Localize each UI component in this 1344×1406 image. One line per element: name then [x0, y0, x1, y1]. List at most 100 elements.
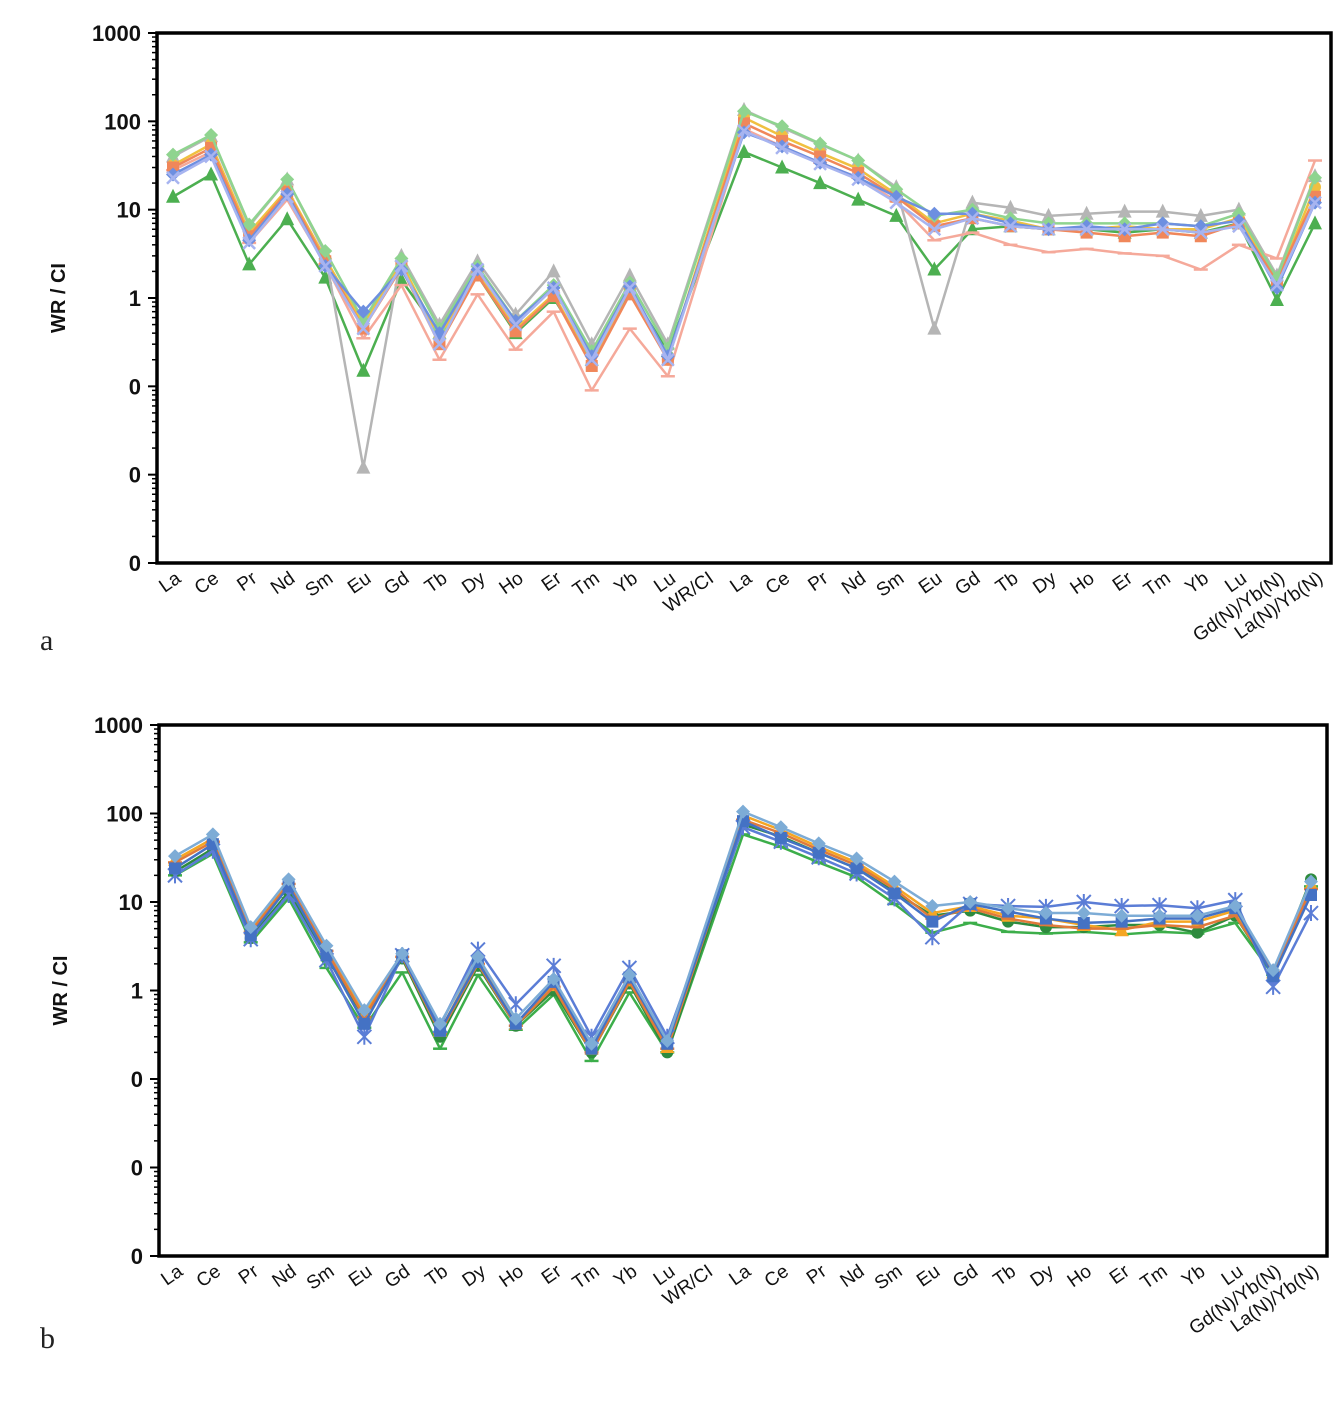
- x-tick-label-b: Pr: [235, 1261, 263, 1289]
- x-tick-label-b: Sm: [871, 1261, 906, 1295]
- data-point-a-2: [1193, 207, 1208, 222]
- data-point-a-1: [737, 143, 751, 158]
- x-tick-label-a: Eu: [915, 568, 946, 599]
- x-tick-label-b: La: [158, 1261, 188, 1291]
- x-tick-label-a: Er: [1109, 568, 1137, 596]
- data-point-b-7: [319, 938, 334, 953]
- data-point-a-6: [889, 182, 904, 197]
- data-point-b-7: [1304, 874, 1318, 889]
- data-point-a-1: [204, 166, 219, 181]
- data-point-b-6: [358, 1017, 371, 1030]
- data-point-b-7: [925, 899, 940, 914]
- series-line-a-4: [172, 116, 1317, 366]
- data-point-b-7: [584, 1036, 599, 1051]
- y-tick-label-b: 0: [131, 1244, 143, 1269]
- series-line-a-1: [172, 150, 1317, 373]
- y-tick-label-a: 10: [117, 198, 141, 223]
- data-point-b-7: [660, 1033, 675, 1048]
- data-point-a-8: [318, 259, 333, 273]
- data-point-a-1: [356, 362, 371, 377]
- data-point-b-7: [1228, 899, 1243, 914]
- data-point-b-6: [812, 846, 825, 859]
- data-point-a-1: [813, 175, 828, 190]
- x-tick-label-b: Eu: [913, 1261, 944, 1292]
- series-a-3: [166, 127, 1322, 392]
- data-point-a-2: [1117, 203, 1132, 218]
- data-point-b-7: [1076, 906, 1091, 921]
- x-tick-label-b: Tb: [990, 1261, 1020, 1291]
- x-tick-label-a: Ho: [496, 568, 528, 599]
- data-point-a-7: [356, 304, 371, 319]
- data-point-a-8: [242, 236, 257, 250]
- x-tick-label-b: Ho: [1064, 1261, 1096, 1292]
- panel-letter-b: b: [40, 1322, 55, 1355]
- data-point-a-1: [851, 191, 866, 206]
- x-tick-label-a: Pr: [804, 568, 832, 596]
- y-tick-label-a: 1000: [92, 21, 141, 46]
- data-point-a-8: [1041, 222, 1056, 237]
- data-point-a-8: [356, 321, 371, 336]
- data-point-b-7: [1001, 901, 1016, 916]
- series-line-b-2: [174, 823, 1313, 1054]
- data-point-a-8: [965, 211, 980, 226]
- data-point-a-8: [775, 141, 789, 155]
- data-point-b-7: [1152, 908, 1167, 923]
- data-point-b-7: [470, 949, 485, 964]
- data-point-b-7: [357, 1003, 372, 1018]
- data-point-a-2: [965, 194, 980, 209]
- data-point-a-6: [280, 172, 295, 187]
- data-point-b-5: [924, 929, 941, 946]
- x-tick-label-a: Eu: [344, 568, 375, 599]
- data-point-b-7: [1190, 908, 1205, 923]
- x-tick-label-a: Sm: [873, 568, 908, 602]
- y-tick-label-a: 0: [129, 551, 141, 576]
- data-point-b-7: [508, 1011, 523, 1026]
- data-point-b-7: [811, 836, 826, 851]
- x-tick-label-b: Ce: [761, 1261, 793, 1292]
- series-b-6: [169, 815, 1317, 1055]
- data-point-a-1: [775, 159, 790, 174]
- series-b-3: [168, 807, 1318, 1055]
- series-line-a-5: [172, 122, 1317, 368]
- data-point-a-8: [204, 149, 218, 164]
- x-tick-label-a: Gd: [951, 568, 984, 600]
- x-tick-label-b: Tb: [422, 1261, 452, 1291]
- data-point-b-7: [773, 820, 788, 835]
- x-tick-label-a: Ho: [1067, 568, 1099, 599]
- y-tick-label-b: 0: [131, 1067, 143, 1092]
- data-point-a-8: [1193, 225, 1208, 240]
- y-axis-label-b: WR / CI: [50, 956, 72, 1026]
- data-point-a-1: [889, 207, 904, 222]
- x-tick-label-a: Ce: [191, 568, 223, 599]
- y-tick-label-a: 100: [104, 109, 141, 134]
- data-point-a-8: [1117, 222, 1132, 237]
- chart-panel-a: 0 0 0 1 10 100 1000 WR / CI La Ce Pr Nd Sm Eu Gd Tb Dy Ho…: [0, 0, 1344, 680]
- x-tick-label-b: Er: [1106, 1261, 1134, 1289]
- data-point-a-1: [166, 188, 180, 203]
- chart-panel-b: 0 0 0 1 10 100 1000 WR / CI La Ce Pr Nd Sm Eu Gd Tb Dy Ho…: [0, 690, 1344, 1406]
- data-point-a-8: [280, 189, 295, 204]
- data-point-b-7: [205, 827, 220, 842]
- data-point-b-7: [281, 872, 296, 887]
- data-point-a-8: [166, 170, 180, 185]
- data-point-a-6: [813, 136, 828, 151]
- series-b-7: [168, 804, 1318, 1051]
- data-point-a-8: [660, 352, 675, 367]
- x-tick-label-a: Dy: [458, 568, 489, 599]
- data-point-b-5: [545, 957, 562, 974]
- series-line-b-4: [174, 818, 1313, 1054]
- x-tick-label-b: Nd: [837, 1261, 869, 1292]
- x-tick-label-b: Gd: [949, 1261, 982, 1293]
- data-point-b-7: [622, 967, 637, 982]
- data-point-a-2: [1079, 205, 1094, 220]
- series-b-2: [169, 818, 1317, 1059]
- data-point-b-7: [243, 920, 258, 935]
- series-b-4: [168, 818, 1318, 1054]
- data-point-b-7: [887, 874, 902, 889]
- x-tick-label-b: Nd: [269, 1261, 301, 1292]
- data-point-a-8: [1079, 222, 1094, 237]
- data-point-a-1: [242, 256, 257, 271]
- data-point-b-7: [963, 895, 978, 909]
